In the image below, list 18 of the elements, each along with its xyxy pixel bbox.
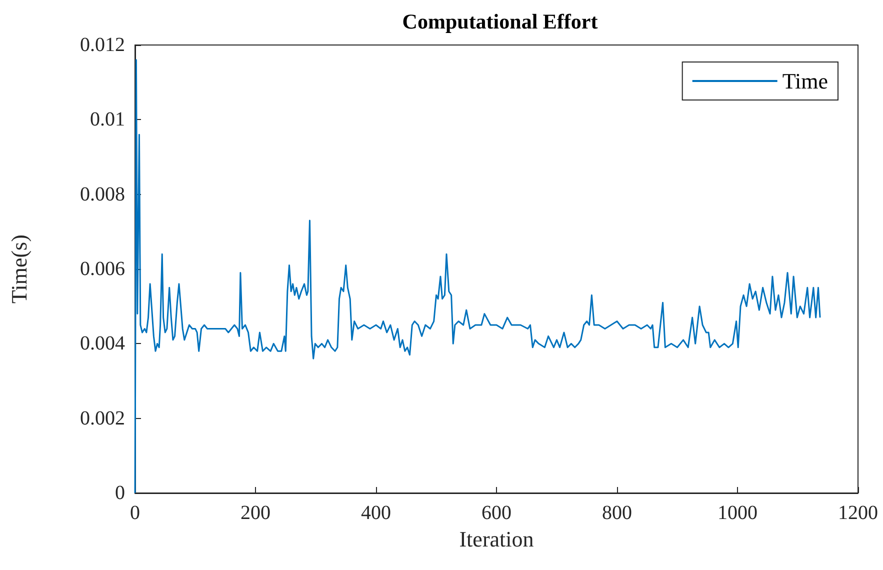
y-axis-title: Time(s) — [6, 234, 32, 304]
y-tick-label: 0.012 — [80, 34, 125, 56]
x-tick-label: 400 — [361, 502, 391, 524]
y-tick-label: 0.006 — [80, 258, 125, 280]
x-tick-label: 200 — [240, 502, 270, 524]
x-tick-label: 1000 — [718, 502, 758, 524]
y-tick-label: 0 — [115, 482, 125, 504]
chart-title: Computational Effort — [402, 10, 598, 34]
x-tick-label: 800 — [602, 502, 632, 524]
x-tick-label: 600 — [482, 502, 512, 524]
x-tick-label: 0 — [130, 502, 140, 524]
y-tick-label: 0.008 — [80, 183, 125, 206]
y-tick-label: 0.01 — [90, 108, 125, 131]
x-axis-title: Iteration — [459, 526, 534, 552]
legend-label: Time — [782, 68, 828, 94]
y-tick-label: 0.004 — [80, 332, 125, 355]
x-tick-label: 1200 — [838, 502, 878, 524]
y-tick-label: 0.002 — [80, 407, 125, 430]
